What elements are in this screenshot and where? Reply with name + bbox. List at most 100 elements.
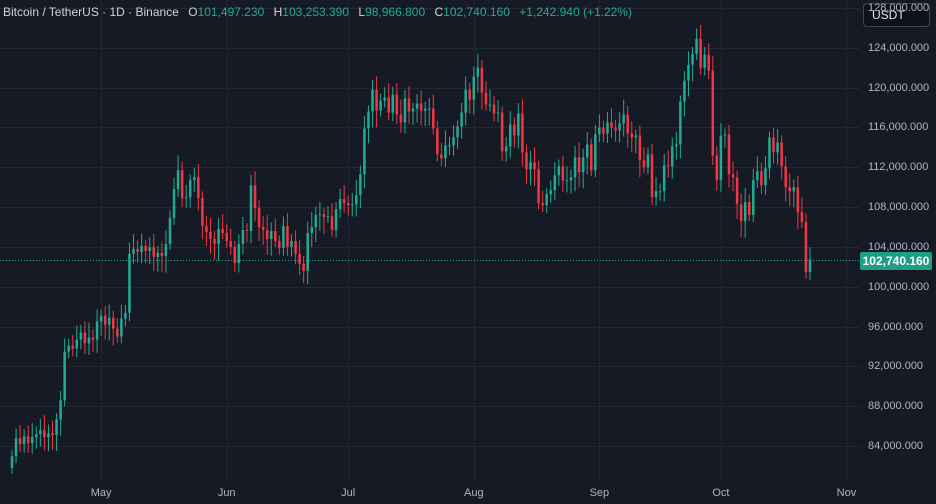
candle-76 <box>318 201 322 231</box>
candle-177 <box>727 124 731 188</box>
candle-129 <box>533 147 536 187</box>
candle-131 <box>541 190 544 213</box>
candle-169 <box>695 28 698 60</box>
low-value: 98,966.800 <box>365 5 426 19</box>
candle-body-75 <box>314 215 318 228</box>
candle-body-162 <box>666 165 670 167</box>
candle-153 <box>630 121 634 153</box>
candle-39 <box>168 210 172 250</box>
candle-114 <box>472 66 476 115</box>
candle-190 <box>780 135 783 180</box>
candle-body-14 <box>67 345 70 352</box>
candle-body-50 <box>213 239 216 244</box>
candle-72 <box>302 256 305 284</box>
time-axis-tick-0: May <box>90 487 112 499</box>
candles <box>10 24 812 475</box>
price-axis-tick-0: 84,000.000 <box>868 440 924 453</box>
candle-33 <box>144 240 147 264</box>
candle-58 <box>245 223 249 243</box>
candle-body-22 <box>99 315 103 322</box>
candle-body-45 <box>193 177 196 181</box>
candle-body-30 <box>132 248 135 254</box>
candle-body-99 <box>411 108 415 112</box>
candle-body-156 <box>642 160 646 168</box>
candle-body-167 <box>687 64 690 81</box>
candle-109 <box>452 125 455 156</box>
candle-body-2 <box>18 438 22 445</box>
candle-body-179 <box>735 177 739 205</box>
candle-body-194 <box>796 187 800 213</box>
candle-180 <box>739 193 743 237</box>
candle-body-15 <box>71 345 75 349</box>
candle-body-23 <box>103 315 107 325</box>
candle-body-13 <box>63 351 66 401</box>
candle-197 <box>808 247 812 280</box>
candle-body-134 <box>553 175 557 191</box>
candle-body-12 <box>59 400 62 420</box>
candle-56 <box>237 234 241 273</box>
candle-body-100 <box>415 103 419 109</box>
candle-55 <box>233 240 237 272</box>
candle-165 <box>679 95 682 159</box>
candle-105 <box>436 120 439 162</box>
price-axis-tick-3: 96,000.000 <box>868 320 924 333</box>
candle-80 <box>334 202 338 238</box>
candle-40 <box>172 177 176 225</box>
candle-100 <box>415 94 419 123</box>
candle-73 <box>306 221 309 285</box>
price-axis-tick-5: 104,000.000 <box>868 240 930 253</box>
candle-102 <box>423 101 427 127</box>
symbol-legend[interactable]: Bitcoin / TetherUS · 1D · Binance O101,4… <box>3 4 632 20</box>
candle-141 <box>581 148 585 189</box>
candle-body-119 <box>492 104 496 114</box>
candle-187 <box>768 131 771 179</box>
candle-152 <box>626 105 629 148</box>
change-value: +1,242.940 (+1.22%) <box>519 5 632 19</box>
candle-body-166 <box>683 80 686 102</box>
candle-body-8 <box>43 430 46 438</box>
candle-86 <box>359 165 362 209</box>
candle-193 <box>792 179 796 208</box>
candle-body-65 <box>274 231 277 241</box>
candle-body-63 <box>265 230 269 240</box>
candle-body-58 <box>245 230 249 232</box>
candle-146 <box>602 120 605 143</box>
candle-body-91 <box>379 100 382 111</box>
candle-113 <box>468 82 471 114</box>
candle-48 <box>205 215 208 247</box>
candle-body-19 <box>87 337 91 344</box>
candle-37 <box>160 242 164 272</box>
candle-body-192 <box>788 187 792 192</box>
candle-151 <box>622 99 625 137</box>
currency-button[interactable]: USDT <box>863 3 930 27</box>
candle-body-68 <box>286 226 289 247</box>
plot-area[interactable] <box>0 0 860 480</box>
candle-26 <box>116 318 119 343</box>
candle-134 <box>553 162 557 200</box>
candle-body-64 <box>269 231 273 240</box>
candle-196 <box>804 213 808 279</box>
candle-101 <box>419 90 423 126</box>
candle-body-186 <box>764 168 767 186</box>
candle-body-83 <box>346 203 350 206</box>
close-value: 102,740.160 <box>443 5 510 19</box>
candle-body-173 <box>711 70 715 156</box>
candle-162 <box>666 150 670 178</box>
candle-44 <box>188 174 192 208</box>
symbol-title[interactable]: Bitcoin / TetherUS · 1D · Binance <box>3 5 179 19</box>
candle-body-115 <box>476 67 480 77</box>
candle-body-7 <box>39 430 42 435</box>
candle-body-169 <box>695 38 698 54</box>
price-axis-tick-4: 100,000.000 <box>868 280 930 293</box>
candle-173 <box>711 55 715 165</box>
candle-188 <box>772 127 775 164</box>
candle-82 <box>342 185 346 213</box>
candle-body-86 <box>359 174 362 196</box>
candle-116 <box>480 59 484 110</box>
candle-body-109 <box>452 137 455 146</box>
open-key: O <box>188 5 198 19</box>
candle-118 <box>488 89 492 112</box>
price-axis-tick-2: 92,000.000 <box>868 360 924 373</box>
